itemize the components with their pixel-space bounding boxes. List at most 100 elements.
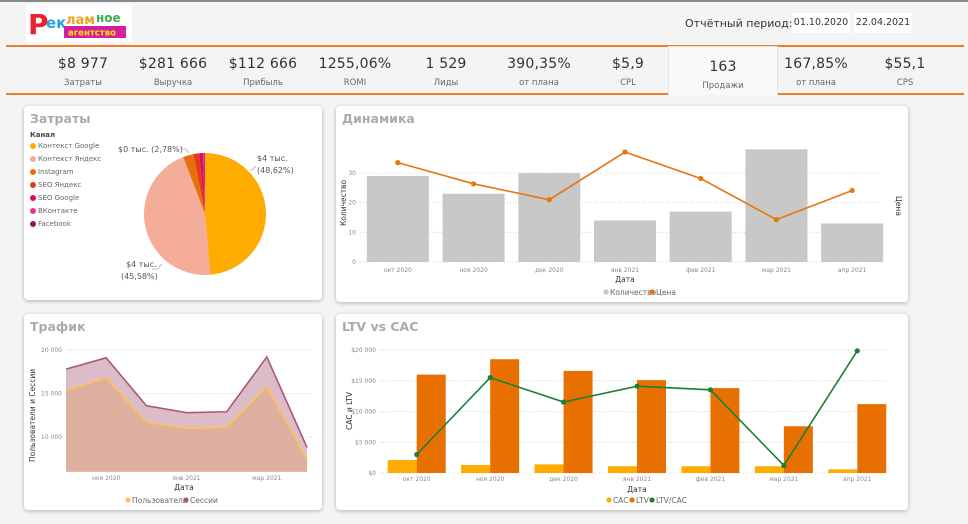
- x-tick-label: ноя 2020: [459, 267, 488, 274]
- logo-letters-ek: ек: [46, 14, 66, 32]
- kpi-card-costs[interactable]: $8 977 Затраты: [38, 48, 128, 92]
- legend-label: LTV/CAC: [656, 496, 687, 505]
- kpi-label: ROMI: [343, 78, 367, 88]
- pie-slice: [193, 153, 205, 214]
- kpi-label: Выручка: [153, 78, 193, 88]
- agency-logo: Р ек лам ное агентство: [26, 4, 132, 42]
- logo-subtitle: агентство: [68, 29, 116, 39]
- slice-label: (48,62%): [257, 166, 294, 175]
- x-tick-label: ноя 2020: [476, 476, 505, 483]
- ltv-cac-point: [707, 387, 714, 393]
- legend-label: SEO Google: [38, 194, 80, 202]
- ltv-cac-point: [854, 348, 860, 354]
- x-tick-label: фев 2021: [696, 476, 726, 483]
- card-title: LTV vs CAC: [342, 319, 419, 334]
- legend-label: Facebook: [38, 220, 71, 228]
- ltv-cac-chart: $0$5 000$10 000$15 000$20 0001015окт 202…: [345, 347, 887, 505]
- bar-quantity: [669, 211, 732, 262]
- y-axis-label: Количество: [339, 179, 348, 226]
- bar-quantity: [745, 149, 808, 262]
- price-point: [546, 197, 552, 203]
- y-tick-label: 10 000: [41, 434, 62, 441]
- slice-label: $0 тыс. (2,78%): [118, 145, 183, 154]
- date-to-input[interactable]: 22.04.2021: [854, 13, 912, 33]
- x-tick-label: янв 2021: [172, 475, 200, 482]
- kpi-card-leads-plan[interactable]: 390,35% от плана: [490, 48, 588, 92]
- legend-item[interactable]: ВКонтакте: [30, 206, 78, 216]
- kpi-value: $281 666: [138, 56, 208, 72]
- costs-pie-chart: $4 тыс. (48,62%) $4 тыс. (45,58%) $0 тыс. (2…: [118, 145, 294, 281]
- kpi-card-leads[interactable]: 1 529 Лиды: [402, 48, 490, 92]
- kpi-label: от плана: [796, 78, 836, 88]
- kpi-label: от плана: [519, 78, 559, 88]
- bar-quantity: [594, 220, 656, 262]
- x-tick-label: мар 2021: [769, 476, 798, 483]
- legend-item[interactable]: Facebook: [30, 219, 71, 229]
- slice-label: $4 тыс.: [126, 260, 157, 269]
- legend-item[interactable]: SEO Google: [30, 193, 79, 203]
- ltv-cac-card[interactable]: LTV vs CAC $0 $5 000 $10 000 $15 000 $20 000…: [336, 314, 908, 510]
- y-tick-label: $15 000: [351, 378, 376, 385]
- ltv-cac-point: [414, 451, 420, 458]
- x-tick-label: апр 2021: [843, 476, 872, 483]
- bar-cac: [681, 466, 711, 473]
- costs-card[interactable]: Затраты Канал Контекст Google Контекст Ян…: [24, 106, 322, 300]
- price-point: [395, 160, 401, 166]
- bar-cac: [828, 469, 858, 473]
- price-point: [773, 217, 780, 223]
- x-axis-label: Дата: [174, 483, 193, 492]
- kpi-card-romi[interactable]: 1255,06% ROMI: [308, 48, 402, 92]
- kpi-value: 163: [709, 59, 737, 75]
- legend-label: Контекст Google: [38, 142, 100, 150]
- bar-ltv: [637, 380, 666, 473]
- bar-cac: [534, 464, 564, 473]
- sessions-line: [65, 355, 308, 448]
- legend-item[interactable]: SEO Яндекс: [30, 180, 81, 190]
- x-tick-label: мар 2021: [762, 267, 791, 274]
- bar-cac: [461, 465, 491, 473]
- kpi-value: 1 529: [425, 56, 467, 72]
- price-point: [622, 149, 628, 155]
- pie-slice: [143, 157, 211, 275]
- logo-ribbon: [64, 26, 126, 38]
- logo-letter-r: Р: [28, 8, 49, 41]
- kpi-label: Лиды: [433, 78, 459, 88]
- legend-label: Instagram: [38, 168, 74, 176]
- kpi-card-revenue[interactable]: $281 666 Выручка: [128, 48, 218, 92]
- legend-item[interactable]: Instagram: [30, 167, 74, 177]
- kpi-label: CPL: [620, 78, 636, 88]
- date-from-input[interactable]: 01.10.2020: [792, 13, 850, 33]
- bar-ltv: [490, 359, 520, 473]
- kpi-card-sales[interactable]: 163 Продажи: [668, 46, 778, 95]
- kpi-value: $5,9: [612, 56, 644, 72]
- legend-label: LTV: [636, 496, 650, 505]
- bar-quantity: [366, 175, 429, 262]
- kpi-card-cpl[interactable]: $5,9 CPL: [588, 48, 668, 92]
- legend-dot-icon: [603, 289, 609, 295]
- x-tick-label: янв 2021: [623, 476, 651, 483]
- x-tick-label: окт 2020: [403, 476, 431, 483]
- slice-label: (45,58%): [121, 272, 158, 281]
- bar-ltv: [563, 370, 593, 473]
- kpi-card-sales-plan[interactable]: 167,85% от плана: [776, 48, 856, 92]
- legend-item[interactable]: Контекст Google: [30, 141, 99, 151]
- legend-dot-icon: [30, 142, 36, 149]
- legend-label: Количество: [610, 288, 657, 297]
- price-point: [849, 187, 855, 194]
- y-tick-label: 0: [352, 259, 356, 266]
- legend-item[interactable]: Контекст Яндекс: [30, 154, 101, 164]
- bar-ltv: [710, 388, 740, 473]
- kpi-value: $8 977: [57, 56, 109, 72]
- traffic-card[interactable]: Трафик 10 000 15 000 20 000 ноя 2020 янв 202…: [24, 314, 322, 510]
- kpi-card-cps[interactable]: $55,1 CPS: [856, 48, 954, 92]
- kpi-card-profit[interactable]: $112 666 Прибыль: [218, 48, 308, 92]
- top-border: [0, 0, 968, 2]
- y-tick-label: 20: [348, 200, 356, 207]
- legend-label: CAC: [613, 496, 628, 505]
- legend-dot-icon: [606, 497, 612, 503]
- legend-dot-icon: [649, 289, 655, 295]
- users-area: [66, 377, 307, 472]
- legend-dot-icon: [30, 194, 36, 201]
